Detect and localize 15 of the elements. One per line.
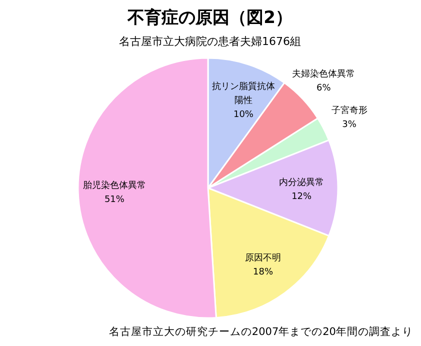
slice-label: 夫婦染色体異常: [292, 68, 356, 80]
data-label: 10%: [233, 110, 254, 120]
data-label: 18%: [253, 268, 274, 278]
data-label: 6%: [316, 83, 332, 94]
data-label: 3%: [342, 120, 357, 130]
slice-label: 子宮奇形: [331, 104, 368, 116]
slice-label: 抗リン脂質抗体陽性: [212, 80, 275, 106]
text: 名古屋市立大の研究チームの2007年までの20年間の調査より: [108, 325, 413, 338]
chart-title: 不育症の原因（図2）: [126, 7, 292, 28]
slice-label: 内分泌異常: [279, 177, 324, 188]
data-label: 12%: [292, 192, 312, 202]
slice-label: 原因不明: [245, 252, 282, 264]
data-label: 51%: [104, 194, 125, 205]
slice-label: 胎児染色体異常: [82, 180, 146, 191]
chart-subtitle: 名古屋市立大病院の患者夫婦1676組: [119, 35, 301, 48]
